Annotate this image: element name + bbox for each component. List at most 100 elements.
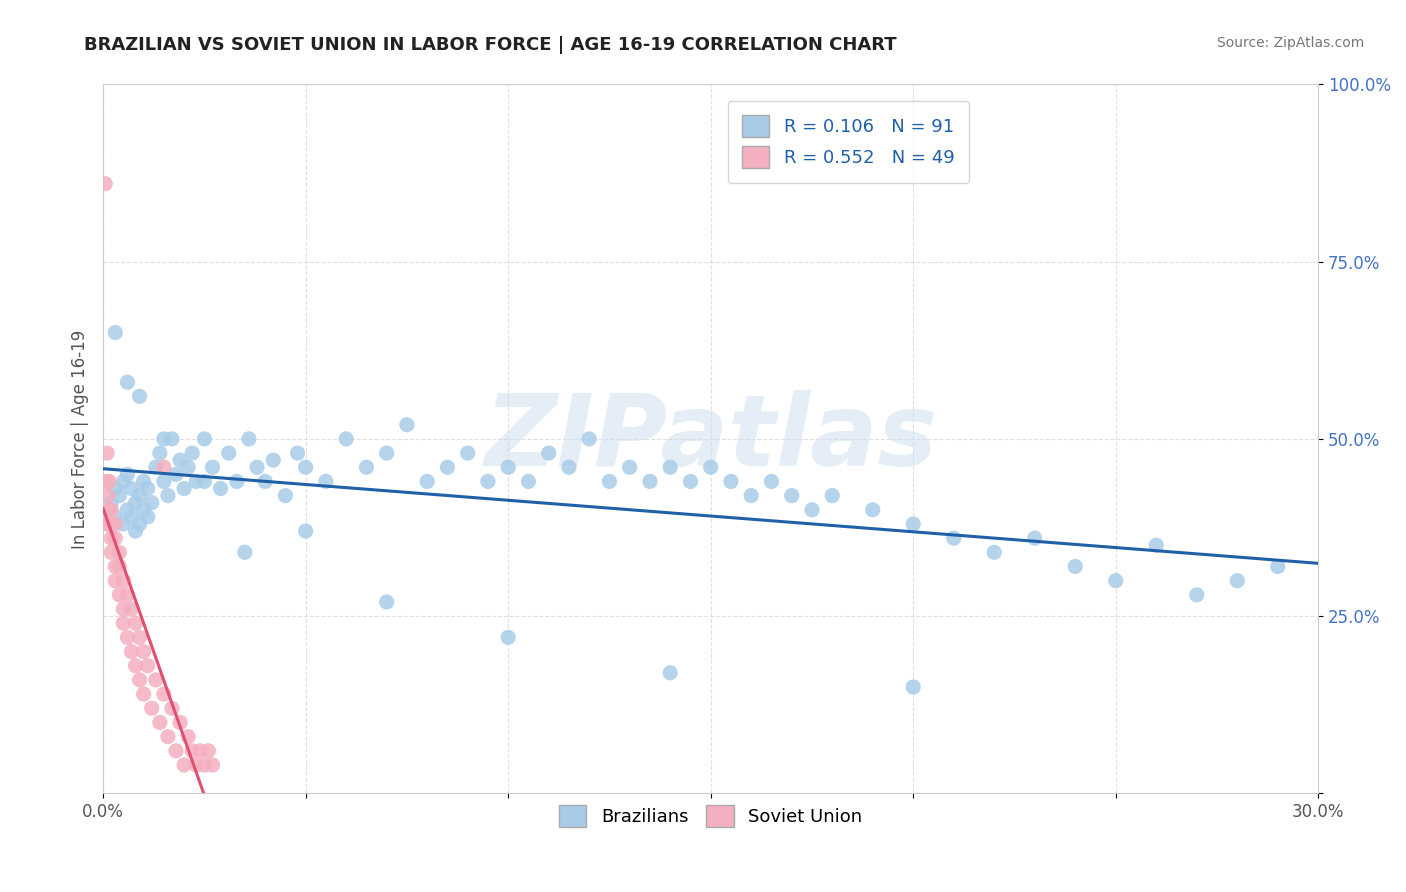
Point <box>108 559 131 574</box>
Point <box>145 673 167 687</box>
Point <box>117 467 139 482</box>
Point <box>558 460 581 475</box>
Point <box>517 475 540 489</box>
Point <box>801 503 824 517</box>
Y-axis label: In Labor Force | Age 16-19: In Labor Force | Age 16-19 <box>72 329 89 549</box>
Point <box>100 545 122 559</box>
Point <box>149 446 172 460</box>
Point <box>699 460 721 475</box>
Point <box>132 687 155 701</box>
Point <box>181 446 204 460</box>
Point <box>100 503 122 517</box>
Point <box>104 326 127 340</box>
Point <box>153 687 176 701</box>
Point <box>862 503 884 517</box>
Point <box>181 744 204 758</box>
Point <box>128 673 150 687</box>
Point <box>104 509 127 524</box>
Point <box>153 475 176 489</box>
Text: ZIPatlas: ZIPatlas <box>484 391 938 487</box>
Point <box>1064 559 1087 574</box>
Point <box>121 509 143 524</box>
Point <box>124 524 146 538</box>
Point <box>132 644 155 658</box>
Point <box>98 503 121 517</box>
Point <box>186 475 208 489</box>
Point <box>619 460 641 475</box>
Point <box>145 460 167 475</box>
Point <box>128 631 150 645</box>
Point <box>477 475 499 489</box>
Point <box>169 453 191 467</box>
Point <box>1144 538 1167 552</box>
Point <box>496 460 519 475</box>
Point <box>112 574 135 588</box>
Point <box>186 758 208 772</box>
Point <box>177 730 200 744</box>
Point <box>141 496 163 510</box>
Point <box>96 446 118 460</box>
Point <box>395 417 418 432</box>
Point <box>416 475 439 489</box>
Point <box>117 503 139 517</box>
Point <box>335 432 357 446</box>
Point <box>124 658 146 673</box>
Point <box>128 516 150 531</box>
Point <box>197 744 219 758</box>
Point <box>659 665 682 680</box>
Point <box>457 446 479 460</box>
Point <box>1267 559 1289 574</box>
Point <box>160 701 183 715</box>
Point <box>294 524 316 538</box>
Point <box>761 475 783 489</box>
Point <box>1185 588 1208 602</box>
Point <box>238 432 260 446</box>
Point <box>104 559 127 574</box>
Point <box>153 460 176 475</box>
Point <box>720 475 742 489</box>
Point <box>1105 574 1128 588</box>
Point <box>121 602 143 616</box>
Point <box>108 489 131 503</box>
Point <box>578 432 600 446</box>
Point <box>104 574 127 588</box>
Point <box>112 516 135 531</box>
Point <box>193 475 215 489</box>
Point <box>128 389 150 403</box>
Point <box>100 496 122 510</box>
Point <box>100 516 122 531</box>
Point <box>173 482 195 496</box>
Point <box>104 482 127 496</box>
Point <box>1024 531 1046 545</box>
Point <box>124 616 146 631</box>
Point <box>177 460 200 475</box>
Point <box>942 531 965 545</box>
Point <box>1226 574 1249 588</box>
Point <box>128 489 150 503</box>
Point <box>233 545 256 559</box>
Point <box>287 446 309 460</box>
Point <box>780 489 803 503</box>
Point <box>356 460 378 475</box>
Point <box>598 475 620 489</box>
Point <box>740 489 762 503</box>
Point <box>537 446 560 460</box>
Point <box>94 177 117 191</box>
Point <box>141 701 163 715</box>
Point <box>218 446 240 460</box>
Point <box>124 496 146 510</box>
Point <box>903 680 925 694</box>
Point <box>201 758 224 772</box>
Point <box>225 475 247 489</box>
Point <box>117 375 139 389</box>
Point <box>160 432 183 446</box>
Text: Source: ZipAtlas.com: Source: ZipAtlas.com <box>1216 36 1364 50</box>
Point <box>136 482 159 496</box>
Point <box>659 460 682 475</box>
Point <box>193 758 215 772</box>
Point <box>169 715 191 730</box>
Point <box>294 460 316 475</box>
Point <box>108 545 131 559</box>
Point <box>188 744 211 758</box>
Point <box>679 475 702 489</box>
